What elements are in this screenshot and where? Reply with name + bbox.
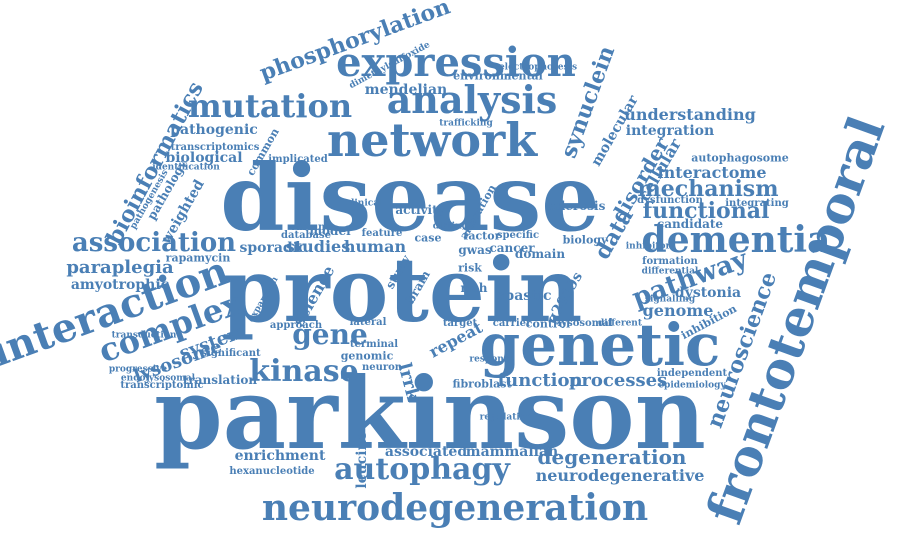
- word-spastic: spastic: [496, 288, 552, 304]
- word-hexanucleotide: hexanucleotide: [229, 466, 315, 477]
- word-independent: independent: [656, 368, 728, 379]
- word-different: different: [598, 318, 642, 329]
- word-mendelian: mendelian: [364, 82, 448, 98]
- word-interactome: interactome: [657, 163, 767, 182]
- word-dementia: dementia: [641, 219, 831, 261]
- word-fibroblast: fibroblast: [452, 377, 512, 391]
- word-rich: rich: [460, 281, 488, 295]
- word-mutation: mutation: [187, 87, 353, 125]
- word-analysis: analysis: [386, 77, 558, 122]
- word-protein: protein: [221, 238, 583, 342]
- word-function: function: [497, 370, 583, 391]
- word-dysfunction: dysfunction: [637, 195, 703, 206]
- word-integration: integration: [625, 123, 715, 139]
- word-regulation: regulation: [479, 412, 533, 423]
- word-autophagy: autophagy: [334, 452, 510, 487]
- word-neurodegenerative: neurodegenerative: [535, 466, 705, 485]
- word-neuron: neuron: [361, 362, 403, 373]
- word-genetic: genetic: [479, 311, 721, 379]
- word-transcriptomics: transcriptomics: [170, 142, 260, 153]
- word-epidemiology: epidemiology: [658, 380, 726, 391]
- word-degeneration: degeneration: [537, 445, 687, 469]
- word-carrier: carrier: [492, 318, 532, 329]
- word-candidate: candidate: [656, 217, 724, 231]
- word-feature: feature: [361, 228, 403, 239]
- word-response: response: [469, 354, 515, 365]
- word-database: database: [280, 230, 332, 241]
- word-electrophoresis: electrophoresis: [498, 62, 578, 73]
- word-translation: translation: [182, 373, 258, 387]
- word-pathogenic: pathogenic: [170, 122, 258, 138]
- word-integrating: integrating: [725, 198, 789, 209]
- word-lysosomal: lysosomal: [557, 318, 613, 329]
- word-leucine: leucine: [354, 431, 370, 489]
- word-understanding: understanding: [624, 105, 756, 124]
- word-transduction: transduction: [111, 330, 177, 341]
- word-functional: functional: [642, 198, 770, 224]
- word-human: human: [343, 237, 407, 256]
- word-case: case: [414, 231, 442, 245]
- word-sporadic: sporadic: [239, 240, 307, 256]
- word-distinct: distinct: [432, 221, 472, 232]
- word-clinical: clinical: [345, 198, 383, 209]
- word-autophagosome: autophagosome: [691, 151, 789, 165]
- word-biology: biology: [562, 233, 608, 247]
- word-disease: disease: [220, 144, 600, 252]
- word-sclerosis: sclerosis: [546, 199, 606, 213]
- word-activity: activity: [395, 203, 445, 217]
- word-genome: genome: [642, 301, 714, 320]
- word-trafficking: trafficking: [439, 118, 493, 129]
- word-inhibitor: inhibitor: [625, 241, 671, 252]
- word-differential: differential: [641, 266, 699, 277]
- word-gwas: gwas: [458, 243, 492, 257]
- word-variant: variant: [290, 222, 330, 233]
- word-expression: expression: [336, 39, 576, 86]
- word-lateral: lateral: [349, 317, 387, 328]
- word-domain: domain: [514, 247, 566, 261]
- word-environmental: environmental: [453, 69, 543, 83]
- word-paraplegia: paraplegia: [66, 257, 174, 278]
- word-processes: processes: [568, 370, 668, 391]
- word-cancer: cancer: [489, 241, 535, 255]
- word-progressive: progressive: [108, 364, 168, 375]
- word-risk: risk: [458, 261, 482, 275]
- word-formation: formation: [642, 256, 698, 267]
- word-parkinson: parkinson: [154, 357, 706, 472]
- word-model: model: [309, 224, 351, 238]
- word-associated: associated: [384, 444, 468, 460]
- word-kinase: kinase: [249, 354, 359, 389]
- word-enrichment: enrichment: [234, 448, 326, 464]
- word-terminal: terminal: [349, 339, 399, 350]
- word-identification: identification: [152, 162, 220, 173]
- word-implicated: implicated: [268, 154, 328, 165]
- word-gene: gene: [292, 318, 368, 351]
- word-studies: studies: [285, 237, 351, 256]
- word-target: target: [442, 318, 478, 329]
- word-genomic: genomic: [340, 349, 394, 363]
- word-specific: specific: [496, 230, 540, 241]
- word-amyotrophic: amyotrophic: [70, 277, 170, 293]
- word-signalling: signalling: [644, 294, 696, 305]
- word-endolysosomal: endolysosomal: [120, 373, 196, 384]
- word-neurodegeneration: neurodegeneration: [261, 487, 649, 529]
- word-significant: significant: [201, 348, 261, 359]
- word-transcriptomic: transcriptomic: [120, 380, 204, 391]
- word-mechanism: mechanism: [637, 176, 779, 202]
- word-control: control: [525, 317, 571, 331]
- word-dystonia: dystonia: [674, 285, 742, 301]
- word-approach: approach: [269, 320, 323, 331]
- word-rapamycin: rapamycin: [165, 251, 231, 265]
- word-association: association: [71, 228, 237, 258]
- word-mammalian: mammalian: [465, 444, 559, 460]
- word-biological: biological: [165, 150, 243, 166]
- word-network: network: [326, 113, 538, 167]
- word-factor: factor: [463, 229, 501, 243]
